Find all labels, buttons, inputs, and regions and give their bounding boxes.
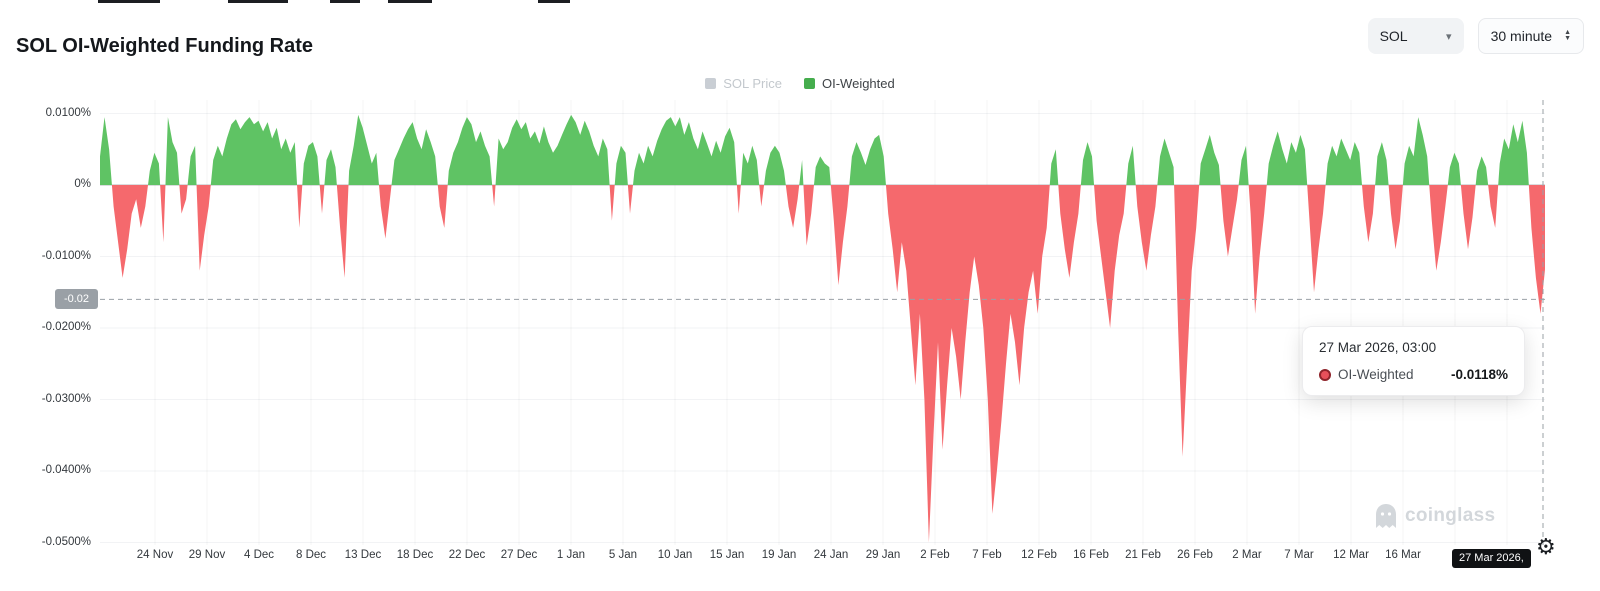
x-axis-label: 19 Jan <box>761 549 797 561</box>
x-axis-label: 21 Feb <box>1125 549 1161 561</box>
area-negative <box>100 185 1545 543</box>
x-axis-label: 29 Nov <box>188 549 226 561</box>
x-axis-label: 1 Jan <box>556 549 586 561</box>
chart-controls: SOL ▾ 30 minute ▲ ▼ <box>1367 18 1584 54</box>
tooltip-series-row: OI-Weighted -0.0118% <box>1319 367 1508 382</box>
ghost-logo-icon <box>1376 504 1396 528</box>
x-axis-label: 13 Dec <box>344 549 382 561</box>
x-axis-label: 5 Jan <box>608 549 638 561</box>
interval-select[interactable]: 30 minute ▲ ▼ <box>1477 18 1584 54</box>
x-axis-label: 29 Jan <box>865 549 901 561</box>
x-axis-label: 15 Jan <box>709 549 745 561</box>
x-axis-label: 2 Mar <box>1232 549 1262 561</box>
legend-item-sol-price[interactable]: SOL Price <box>705 76 782 91</box>
interval-select-value: 30 minute <box>1490 28 1553 44</box>
crosshair-y-badge: -0.02 <box>55 289 98 309</box>
legend-label-oi-weighted: OI-Weighted <box>822 76 895 91</box>
x-axis: 24 Nov 29 Nov 4 Dec 8 Dec 13 Dec 18 Dec 22 Dec… <box>100 549 1545 567</box>
y-axis-label: -0.0100% <box>41 249 91 262</box>
page-title: SOL OI-Weighted Funding Rate <box>16 35 314 58</box>
x-axis-label: 2 Feb <box>920 549 950 561</box>
tooltip-series-label: OI-Weighted <box>1338 367 1414 382</box>
y-axis-label: -0.0200% <box>41 321 91 333</box>
area-positive <box>100 114 1545 185</box>
x-axis-label: 24 Jan <box>813 549 849 561</box>
x-axis-label: 10 Jan <box>657 549 693 561</box>
y-axis-label: -0.0400% <box>41 464 91 476</box>
oi-weighted-swatch-icon <box>804 78 815 89</box>
x-axis-label: 22 Dec <box>448 549 486 561</box>
sol-price-swatch-icon <box>705 78 717 89</box>
x-axis-label: 16 Mar <box>1385 549 1421 561</box>
crosshair-x-badge: 27 Mar 2026, <box>1452 549 1531 568</box>
funding-rate-chart[interactable] <box>100 100 1545 545</box>
chevron-down-icon: ▾ <box>1446 30 1452 43</box>
x-axis-label: 18 Dec <box>396 549 434 561</box>
series-marker-icon <box>1319 368 1331 381</box>
chart-legend: SOL Price OI-Weighted <box>0 76 1600 91</box>
up-down-chevrons-icon: ▲ ▼ <box>1564 29 1571 42</box>
settings-gear-icon[interactable]: ⚙ <box>1536 534 1556 559</box>
x-axis-label: 12 Feb <box>1021 549 1057 561</box>
legend-item-oi-weighted[interactable]: OI-Weighted <box>804 76 895 91</box>
x-axis-label: 4 Dec <box>243 549 275 561</box>
x-axis-label: 24 Nov <box>136 549 174 561</box>
tooltip-series-value: -0.0118% <box>1450 367 1508 382</box>
y-axis-label: 0.0100% <box>45 106 91 119</box>
legend-label-sol-price: SOL Price <box>723 76 782 91</box>
y-axis: 0.0100% 0% -0.0100% -0.0200% -0.0300% -0.0400… <box>0 0 97 591</box>
x-axis-label: 7 Feb <box>972 549 1002 561</box>
x-axis-label: 27 Dec <box>500 549 538 561</box>
x-axis-label: 26 Feb <box>1177 549 1213 561</box>
x-axis-label: 16 Feb <box>1073 549 1109 561</box>
symbol-select[interactable]: SOL ▾ <box>1367 18 1464 54</box>
symbol-select-value: SOL <box>1379 28 1408 44</box>
y-axis-label: -0.0300% <box>41 392 91 405</box>
x-axis-label: 12 Mar <box>1333 549 1369 561</box>
coinglass-watermark: coinglass <box>1374 503 1495 529</box>
y-axis-label: 0% <box>74 178 91 190</box>
tooltip-timestamp: 27 Mar 2026, 03:00 <box>1319 340 1437 355</box>
x-axis-label: 7 Mar <box>1284 549 1314 561</box>
chart-tooltip: 27 Mar 2026, 03:00 OI-Weighted -0.0118% <box>1302 326 1525 396</box>
x-axis-label: 8 Dec <box>295 549 327 561</box>
watermark-text: coinglass <box>1405 505 1496 526</box>
y-axis-label: -0.0500% <box>41 535 91 548</box>
